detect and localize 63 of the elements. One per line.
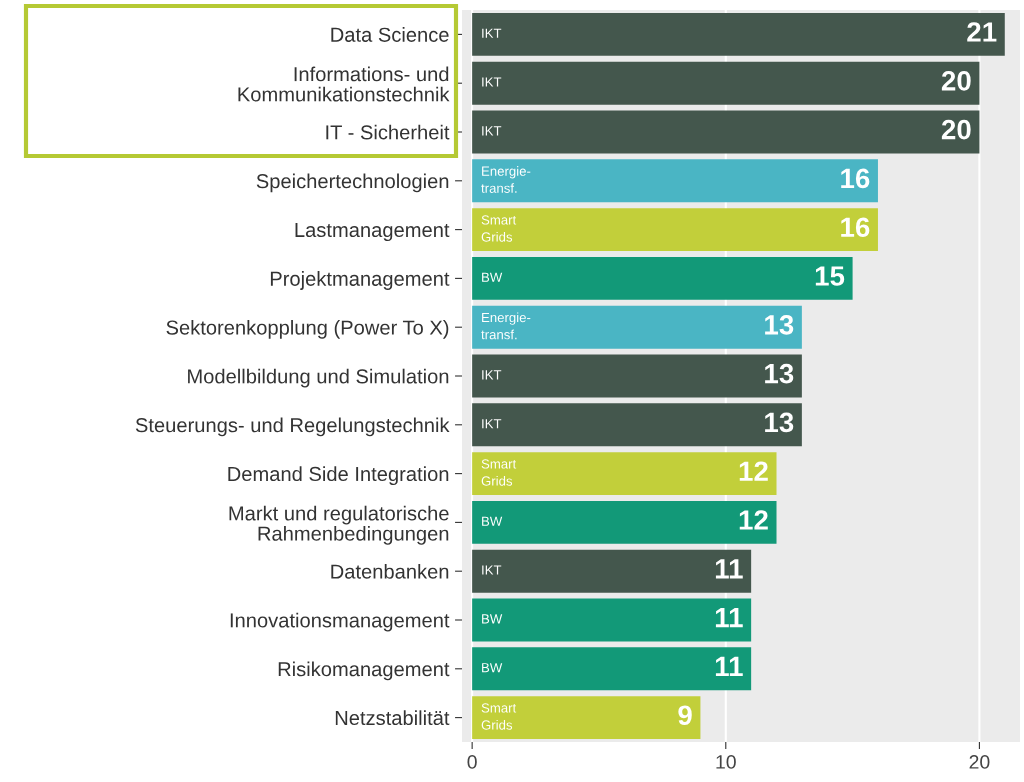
bar (472, 110, 980, 154)
bar (472, 305, 802, 349)
y-tick-label: Markt und regulatorische Rahmenbedingungen (229, 505, 449, 545)
annotation: BW (482, 272, 503, 282)
data-label: 13 (765, 412, 794, 433)
y-tick-label: Risikomanagement (278, 661, 450, 681)
bar (472, 598, 752, 642)
bar (472, 500, 777, 544)
data-label: 12 (739, 461, 768, 481)
annotation: IKT (482, 126, 502, 136)
x-tick-label: 20 (969, 755, 990, 769)
annotation: Smart Grids (481, 215, 517, 242)
y-tick-label: Datenbanken (331, 563, 449, 579)
bar (472, 256, 853, 300)
annotation: Energie- transf. (481, 166, 531, 193)
x-tick-label: 10 (716, 755, 736, 769)
annotation: Energie- transf. (481, 312, 531, 340)
annotation: IKT (482, 370, 502, 380)
annotation: IKT (482, 565, 502, 575)
data-label: 20 (941, 70, 971, 91)
y-tick-label: Modellbildung und Simulation (188, 368, 449, 388)
y-tick-label: IT - Sicherheit (326, 124, 450, 140)
y-tick-label: Projektmanagement (270, 271, 450, 290)
bar (472, 549, 752, 593)
bar (472, 403, 802, 447)
bar (472, 696, 701, 740)
data-label: 13 (765, 314, 794, 335)
data-label: 16 (841, 217, 870, 238)
y-tick-label: Sektorenkopplung (Power To X) (166, 319, 449, 339)
data-label: 9 (678, 705, 692, 726)
data-label: 16 (841, 168, 870, 189)
bar (472, 354, 802, 398)
y-tick-label: Informations- und Kommunikationstechnik (238, 66, 450, 102)
annotation: BW (482, 516, 503, 526)
annotation: Smart Grids (481, 459, 517, 486)
x-tick-label: 0 (467, 755, 477, 769)
data-label: 13 (765, 363, 794, 384)
data-label: 11 (715, 608, 743, 628)
annotation: Smart Grids (481, 703, 517, 730)
bar (472, 208, 878, 252)
annotation: IKT (482, 28, 502, 38)
bar (472, 12, 1005, 56)
data-label: 15 (815, 266, 845, 286)
y-tick-label: Netzstabilität (335, 710, 450, 726)
annotation: IKT (482, 419, 502, 429)
annotation: IKT (482, 77, 502, 87)
y-tick-label: Speichertechnologien (256, 173, 449, 193)
bar (472, 647, 752, 691)
data-label: 20 (941, 119, 971, 140)
bar (472, 159, 878, 203)
data-label: 11 (715, 559, 743, 579)
y-tick-label: Lastmanagement (295, 223, 450, 242)
y-tick-label: Innovationsmanagement (230, 612, 450, 632)
y-tick-label: Data Science (331, 27, 449, 42)
data-label: 12 (739, 510, 768, 530)
y-tick-label: Demand Side Integration (228, 466, 449, 486)
bar (472, 61, 980, 105)
annotation: BW (482, 663, 503, 673)
y-tick-label: Steuerungs- und Regelungstechnik (135, 417, 450, 437)
annotation: BW (482, 614, 503, 624)
data-label: 21 (967, 22, 997, 42)
data-label: 11 (715, 656, 743, 676)
bar (472, 452, 777, 496)
